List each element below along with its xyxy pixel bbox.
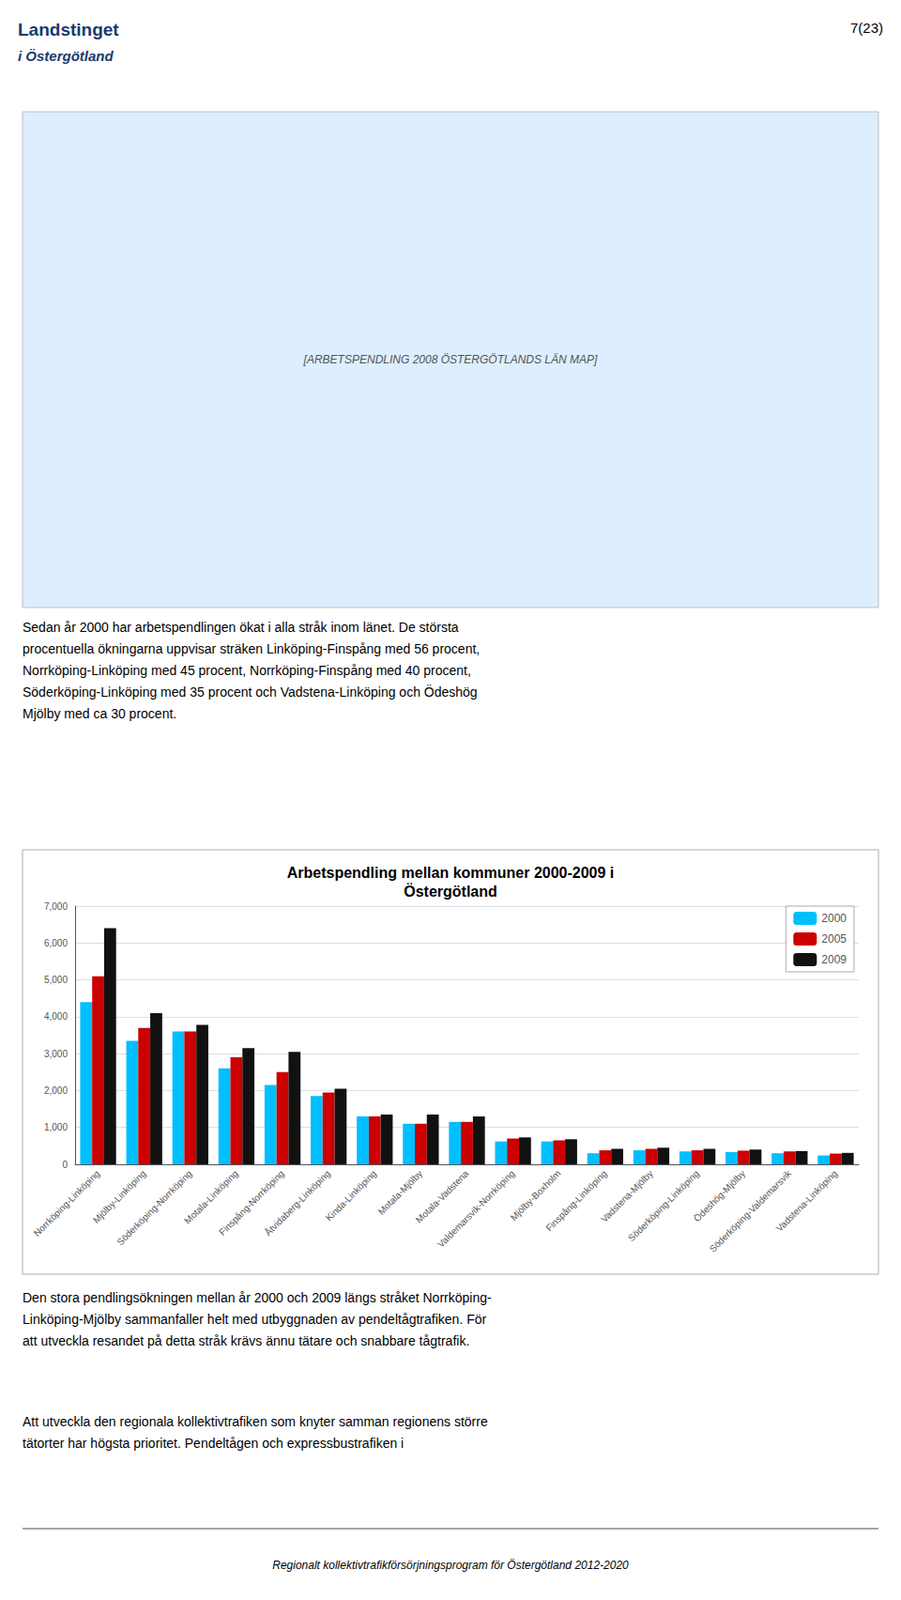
- svg-text:Valdemarsvik-Norrköping: Valdemarsvik-Norrköping: [435, 1167, 518, 1250]
- svg-text:2005: 2005: [821, 931, 847, 946]
- svg-text:1,000: 1,000: [44, 1121, 68, 1132]
- svg-text:0: 0: [61, 1159, 68, 1170]
- svg-text:2,000: 2,000: [44, 1084, 68, 1096]
- svg-text:Norrköping-Linköping: Norrköping-Linköping: [31, 1167, 103, 1238]
- svg-text:Söderköping-Norrköping: Söderköping-Norrköping: [114, 1167, 194, 1247]
- svg-text:[ARBETSPENDLING 2008 ÖSTERGÖTL: [ARBETSPENDLING 2008 ÖSTERGÖTLANDS LÄN M…: [303, 352, 598, 367]
- svg-text:7(23): 7(23): [850, 19, 884, 36]
- svg-text:Finspång-Norrköping: Finspång-Norrköping: [216, 1167, 287, 1237]
- svg-text:4,000: 4,000: [44, 1010, 68, 1022]
- svg-text:Linköping-Mjölby sammanfaller: Linköping-Mjölby sammanfaller helt med u…: [22, 1311, 488, 1327]
- svg-text:3,000: 3,000: [44, 1048, 68, 1059]
- svg-text:Mjölby med ca 30 procent.: Mjölby med ca 30 procent.: [22, 705, 177, 721]
- svg-text:Vadstena-Mjölby: Vadstena-Mjölby: [598, 1167, 656, 1224]
- svg-text:tätorter har högsta prioritet.: tätorter har högsta prioritet. Pendeltåg…: [22, 1435, 404, 1451]
- svg-text:att utveckla resandet på detta: att utveckla resandet på detta stråk krä…: [22, 1332, 470, 1348]
- svg-text:Åtvidaberg-Linköping: Åtvidaberg-Linköping: [261, 1166, 333, 1237]
- svg-text:2000: 2000: [821, 911, 847, 925]
- svg-text:Norrköping-Linköping med 45 pr: Norrköping-Linköping med 45 procent, Nor…: [22, 662, 472, 678]
- svg-text:Landstinget: Landstinget: [17, 19, 120, 40]
- svg-text:Söderköping-Linköping med 35 p: Söderköping-Linköping med 35 procent och…: [22, 683, 478, 700]
- svg-text:Östergötland: Östergötland: [403, 882, 498, 900]
- svg-text:Motala-Vadstena: Motala-Vadstena: [413, 1167, 471, 1225]
- svg-text:i Östergötland: i Östergötland: [17, 47, 115, 64]
- svg-text:Mjölby-Linköping: Mjölby-Linköping: [90, 1167, 148, 1225]
- svg-text:2009: 2009: [821, 952, 847, 966]
- svg-text:Söderköping-Valdemarsvik: Söderköping-Valdemarsvik: [707, 1167, 795, 1254]
- svg-text:Söderköping-Linköping: Söderköping-Linköping: [626, 1167, 702, 1243]
- svg-text:Kinda-Linköping: Kinda-Linköping: [323, 1167, 379, 1222]
- svg-text:Sedan år 2000 har arbetspendli: Sedan år 2000 har arbetspendlingen ökat …: [22, 619, 459, 635]
- svg-text:Ödeshög-Mjölby: Ödeshög-Mjölby: [691, 1167, 748, 1224]
- svg-text:6,000: 6,000: [44, 937, 68, 948]
- svg-text:Att utveckla den regionala kol: Att utveckla den regionala kollektivtraf…: [22, 1413, 489, 1429]
- svg-text:Motala-Mjölby: Motala-Mjölby: [376, 1167, 426, 1217]
- svg-text:Vadstena-Linköping: Vadstena-Linköping: [774, 1167, 840, 1234]
- svg-text:Mjölby-Boxholm: Mjölby-Boxholm: [508, 1167, 563, 1223]
- svg-text:Den stora pendlingsökningen me: Den stora pendlingsökningen mellan år 20…: [22, 1289, 492, 1305]
- svg-text:Arbetspendling mellan kommuner: Arbetspendling mellan kommuner 2000-2009…: [287, 864, 615, 881]
- svg-text:procentuella ökningarna uppvis: procentuella ökningarna uppvisar sträken…: [22, 641, 480, 657]
- svg-text:Regionalt kollektivtrafikförsö: Regionalt kollektivtrafikförsörjningspro…: [272, 1557, 629, 1572]
- svg-text:Finspång-Linköping: Finspång-Linköping: [543, 1167, 609, 1233]
- svg-text:7,000: 7,000: [44, 901, 68, 912]
- svg-text:Motala-Linköping: Motala-Linköping: [182, 1167, 241, 1226]
- svg-text:5,000: 5,000: [44, 974, 68, 985]
